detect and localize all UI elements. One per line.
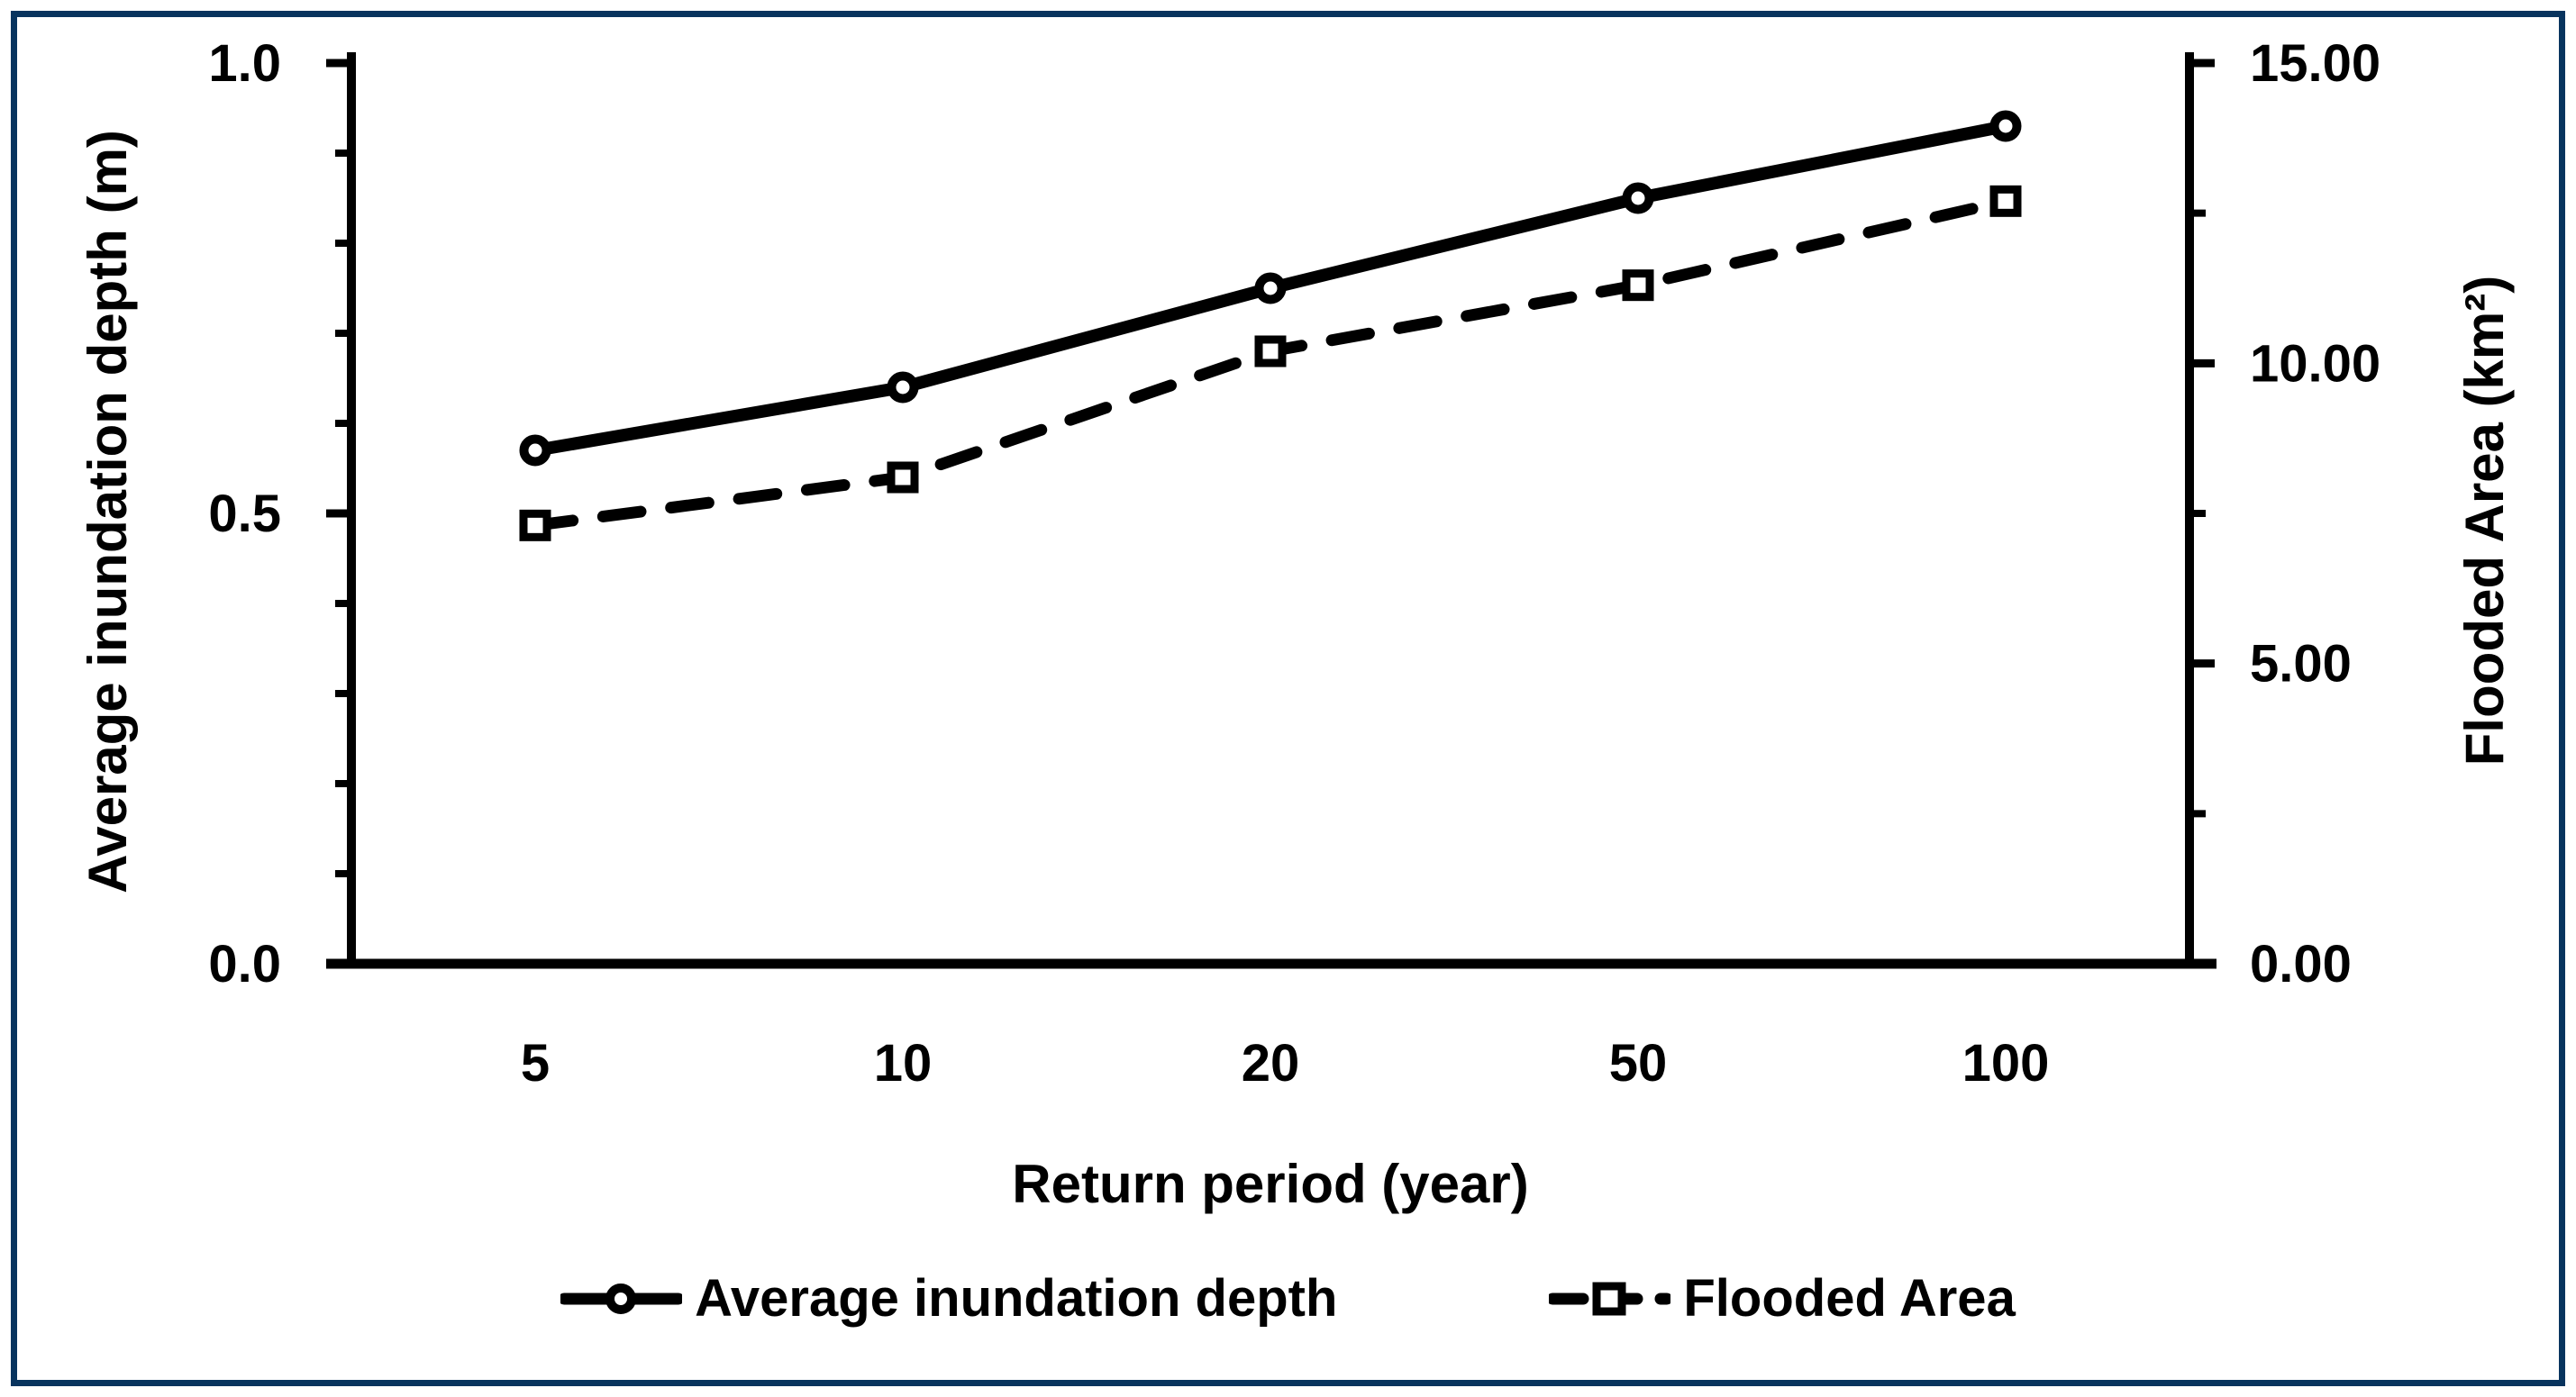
left-axis-tick-label: 0.5 bbox=[208, 485, 281, 543]
x-axis-tick-label: 20 bbox=[1242, 1034, 1300, 1093]
data-point-square-marker bbox=[1254, 335, 1287, 367]
x-axis-tick-label: 100 bbox=[1962, 1034, 2050, 1093]
data-point-circle-marker bbox=[1254, 272, 1287, 304]
legend: Average inundation depth Flooded Area bbox=[0, 1268, 2576, 1329]
data-point-circle-marker bbox=[887, 371, 919, 404]
x-axis-tick-label: 50 bbox=[1609, 1034, 1668, 1093]
right-axis-tick-label: 10.00 bbox=[2250, 334, 2380, 393]
right-axis-tick-label: 5.00 bbox=[2250, 635, 2352, 694]
x-axis-title: Return period (year) bbox=[1012, 1154, 1529, 1214]
data-point-square-marker bbox=[519, 509, 551, 541]
right-axis-tick-label: 15.00 bbox=[2250, 34, 2380, 93]
x-axis-tick-label: 10 bbox=[874, 1034, 933, 1093]
legend-item-area: Flooded Area bbox=[1549, 1268, 2016, 1329]
dashed-line-square-marker-icon bbox=[1549, 1282, 1671, 1315]
left-axis-title: Average inundation depth (m) bbox=[77, 130, 138, 894]
legend-label-area: Flooded Area bbox=[1683, 1269, 2016, 1328]
legend-item-depth: Average inundation depth bbox=[560, 1268, 1337, 1329]
data-point-circle-marker bbox=[1989, 110, 2022, 142]
data-point-square-marker bbox=[1622, 269, 1654, 302]
left-axis-tick-label: 1.0 bbox=[208, 34, 281, 93]
legend-label-depth: Average inundation depth bbox=[695, 1269, 1338, 1328]
data-point-circle-marker bbox=[519, 434, 551, 467]
right-axis-title: Flooded Area (km²) bbox=[2454, 275, 2515, 767]
right-axis-tick-label: 0.00 bbox=[2250, 935, 2352, 993]
left-axis-tick-label: 0.0 bbox=[208, 935, 281, 993]
data-point-square-marker bbox=[1989, 185, 2022, 217]
solid-line-circle-marker-icon bbox=[560, 1283, 683, 1314]
data-point-circle-marker bbox=[1622, 182, 1654, 214]
x-axis-tick-label: 5 bbox=[521, 1034, 550, 1093]
data-point-square-marker bbox=[887, 461, 919, 494]
